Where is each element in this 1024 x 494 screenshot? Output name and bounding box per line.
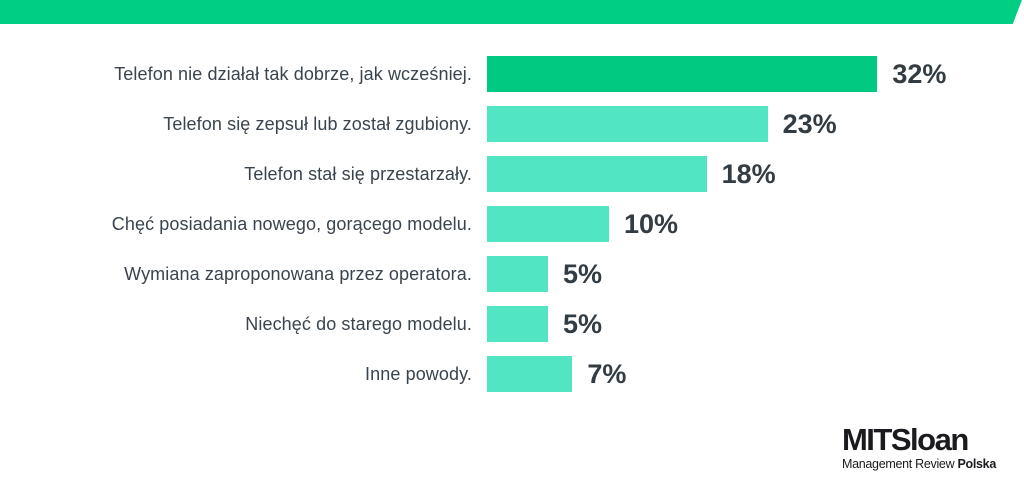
bar-value: 5% [563,308,603,339]
logo-subtitle-bold: Polska [957,456,996,471]
bar-value: 10% [624,208,679,239]
bar-label: Chęć posiadania nowego, gorącego modelu. [111,213,472,234]
bar-value: 5% [563,258,603,289]
bar-row: Inne powody. 7% [0,349,1024,399]
bar-label: Wymiana zaproponowana przez operatora. [124,263,472,284]
bar-row: Telefon się zepsuł lub został zgubiony. 2… [0,99,1024,149]
bar [487,56,878,92]
bar-label: Telefon się zepsuł lub został zgubiony. [163,113,472,134]
mit-sloan-logo: MITSloan Management Review Polska [842,424,996,471]
logo-title: MITSloan [841,421,969,457]
bar-track: 32% [472,56,1024,92]
bar-chart: Telefon nie działał tak dobrze, jak wcze… [0,49,1024,399]
logo-subtitle-regular: Management Review [841,456,958,471]
bar-row: Niechęć do starego modelu. 5% [0,299,1024,349]
bar-row: Chęć posiadania nowego, gorącego modelu.… [0,199,1024,249]
top-banner-stripe [0,0,1022,24]
bar-value: 32% [892,58,947,89]
bar-value: 7% [587,358,627,389]
bar-track: 10% [472,206,1024,242]
bar-label: Telefon nie działał tak dobrze, jak wcze… [114,63,472,84]
bar-track: 7% [472,356,1024,392]
bar-track: 23% [472,106,1024,142]
bar-row: Wymiana zaproponowana przez operatora. 5% [0,249,1024,299]
bar-track: 5% [472,256,1024,292]
bar [487,156,707,192]
bar-label: Niechęć do starego modelu. [245,313,472,334]
bar-row: Telefon nie działał tak dobrze, jak wcze… [0,49,1024,99]
bar [487,206,609,242]
bar-track: 18% [472,156,1024,192]
bar [487,256,548,292]
logo-subtitle: Management Review Polska [841,456,996,471]
bar-value: 18% [721,158,776,189]
bar [487,356,573,392]
bar-label: Inne powody. [365,363,472,384]
bar [487,106,768,142]
bar-row: Telefon stał się przestarzały. 18% [0,149,1024,199]
bar-track: 5% [472,306,1024,342]
bar-value: 23% [782,108,837,139]
bar-label: Telefon stał się przestarzały. [244,163,472,184]
bar [487,306,548,342]
